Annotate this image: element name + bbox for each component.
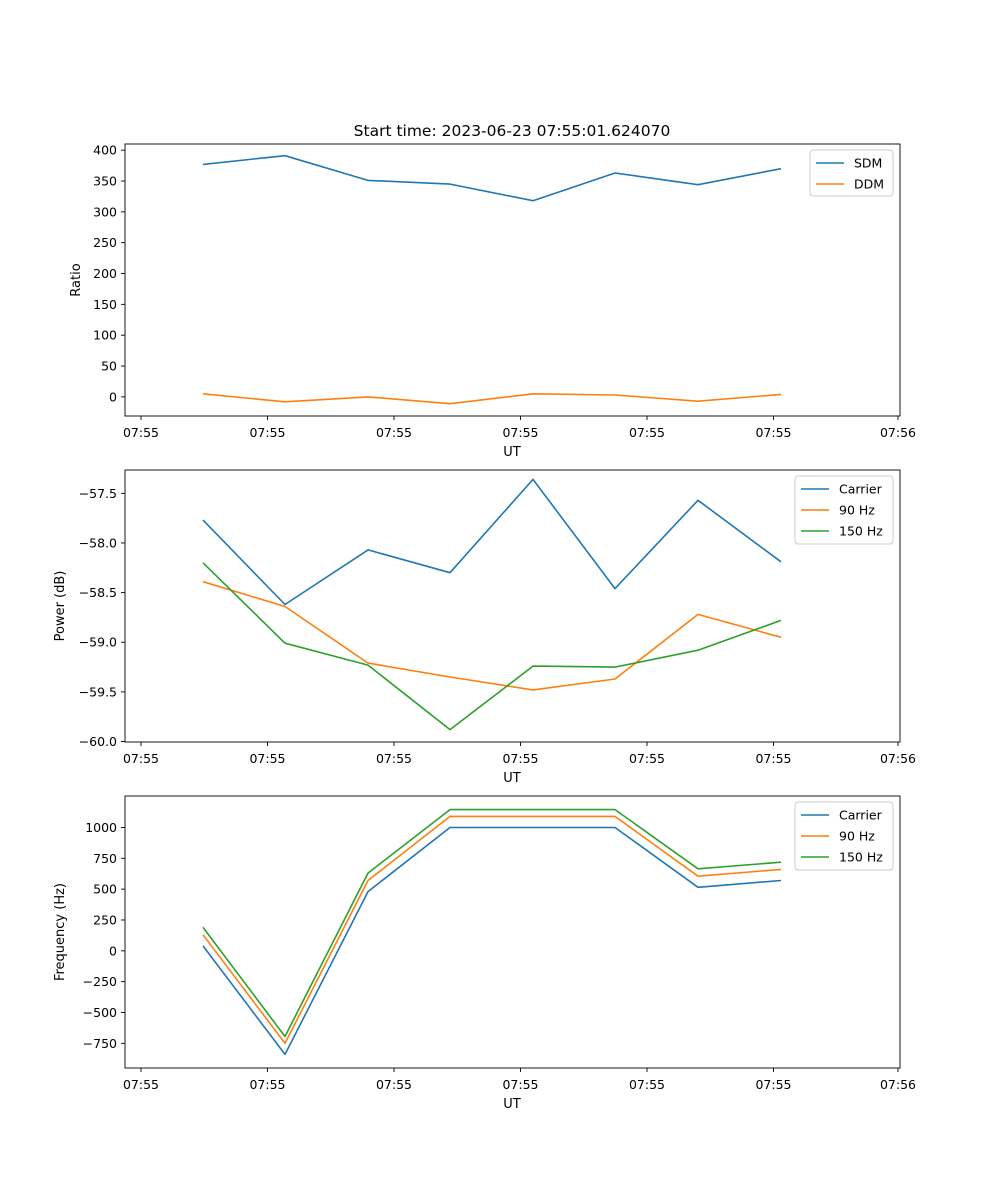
- y-tick-label: 500: [93, 882, 117, 897]
- legend-label: 150 Hz: [839, 850, 883, 865]
- x-tick-label: 07:55: [376, 1077, 412, 1092]
- y-tick-label: 200: [93, 266, 117, 281]
- y-tick-label: 300: [93, 204, 117, 219]
- y-tick-label: 750: [93, 851, 117, 866]
- legend-label: Carrier: [839, 808, 883, 823]
- series-line-sdm: [202, 154, 782, 202]
- y-axis-label: Frequency (Hz): [53, 883, 68, 981]
- x-tick-label: 07:55: [629, 751, 665, 766]
- chart-panel-3: −750 −500 −250 0 250 500 750 1000 07:55 07:55 07:5…: [53, 795, 916, 1112]
- legend-box: [794, 801, 894, 871]
- legend-label: SDM: [854, 156, 882, 171]
- y-tick-label: −59.5: [79, 684, 117, 699]
- series-line-90-hz: [202, 580, 782, 691]
- x-tick-label: 07:55: [376, 751, 412, 766]
- x-tick-label: 07:55: [502, 425, 538, 440]
- legend-label: 90 Hz: [839, 829, 875, 844]
- x-tick-label: 07:55: [123, 425, 159, 440]
- y-tick-label: 250: [93, 912, 117, 927]
- legend-label: DDM: [854, 177, 884, 192]
- x-tick-label: 07:55: [629, 425, 665, 440]
- x-tick-label: 07:55: [502, 751, 538, 766]
- y-axis-label: Power (dB): [53, 571, 68, 642]
- legend-box: [794, 475, 894, 545]
- y-axis-label: Ratio: [69, 263, 84, 296]
- x-tick-label: 07:55: [755, 751, 791, 766]
- x-tick-label: 07:55: [755, 425, 791, 440]
- figure-title: Start time: 2023-06-23 07:55:01.624070: [354, 122, 671, 140]
- axes-frame: [124, 795, 901, 1069]
- x-tick-label: 07:55: [376, 425, 412, 440]
- series-line-carrier: [202, 826, 782, 1056]
- series-line-90-hz: [202, 815, 782, 1045]
- legend-label: Carrier: [839, 482, 883, 497]
- series-line-150-hz: [202, 808, 782, 1038]
- x-tick-label: 07:56: [880, 751, 916, 766]
- y-tick-label: −60.0: [79, 734, 117, 749]
- series-line-150-hz: [202, 562, 782, 731]
- y-tick-label: −750: [83, 1036, 117, 1051]
- x-tick-label: 07:55: [249, 1077, 285, 1092]
- x-axis-label: UT: [503, 771, 521, 786]
- legend-label: 150 Hz: [839, 524, 883, 539]
- chart-panel-1: 0 50 100 150 200 250 300 350 400 07:55 07:55 07:55 0…: [69, 143, 916, 460]
- x-tick-label: 07:56: [880, 425, 916, 440]
- x-tick-label: 07:55: [249, 751, 285, 766]
- x-tick-label: 07:55: [123, 751, 159, 766]
- y-tick-label: −58.0: [79, 535, 117, 550]
- x-axis-label: UT: [503, 445, 521, 460]
- y-tick-label: −58.5: [79, 585, 117, 600]
- y-tick-label: 400: [93, 143, 117, 158]
- y-tick-label: −250: [83, 974, 117, 989]
- y-tick-label: 100: [93, 328, 117, 343]
- y-tick-label: 250: [93, 235, 117, 250]
- x-tick-label: 07:55: [249, 425, 285, 440]
- y-tick-label: 350: [93, 174, 117, 189]
- y-tick-label: 1000: [85, 820, 117, 835]
- y-tick-label: −59.0: [79, 635, 117, 650]
- axes-frame: [124, 143, 901, 417]
- legend-label: 90 Hz: [839, 503, 875, 518]
- x-tick-label: 07:55: [123, 1077, 159, 1092]
- x-axis-label: UT: [503, 1097, 521, 1112]
- axes-frame: [124, 469, 901, 743]
- y-tick-label: 0: [109, 943, 117, 958]
- series-line-carrier: [202, 478, 782, 606]
- series-line-ddm: [202, 392, 782, 405]
- y-tick-label: −500: [83, 1005, 117, 1020]
- y-tick-label: 150: [93, 297, 117, 312]
- y-tick-label: −57.5: [79, 486, 117, 501]
- x-tick-label: 07:55: [502, 1077, 538, 1092]
- x-tick-label: 07:55: [629, 1077, 665, 1092]
- y-tick-label: 50: [101, 359, 117, 374]
- x-tick-label: 07:56: [880, 1077, 916, 1092]
- y-tick-label: 0: [109, 389, 117, 404]
- chart-panel-2: −60.0 −59.5 −59.0 −58.5 −58.0 −57.5 07:55 07:55…: [53, 469, 916, 786]
- x-tick-label: 07:55: [755, 1077, 791, 1092]
